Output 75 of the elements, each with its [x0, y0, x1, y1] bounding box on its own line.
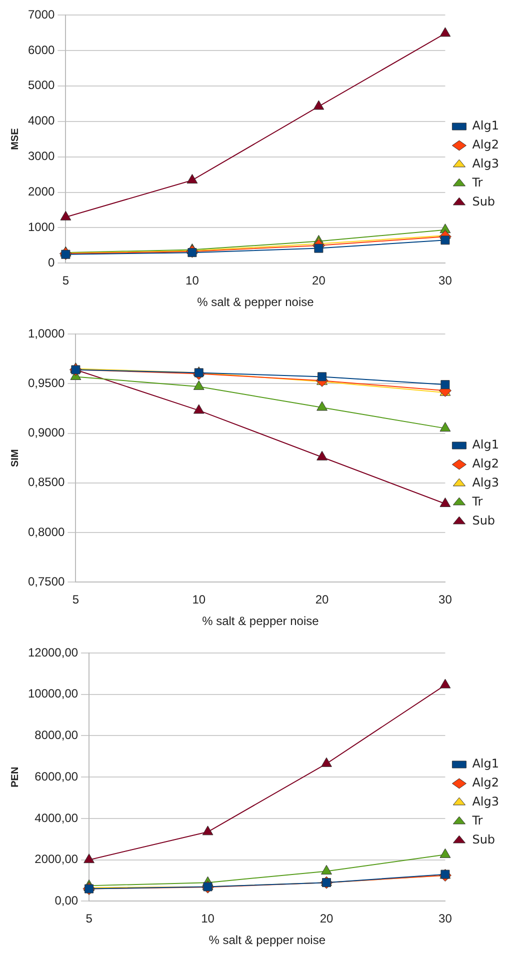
legend-label: Alg2: [472, 456, 499, 471]
x-tick-label: 5: [62, 274, 70, 288]
point: [440, 678, 451, 688]
y-tick-label: 0,8000: [28, 524, 66, 539]
legend-label: Tr: [471, 814, 483, 828]
y-tick-label: 2000,00: [34, 852, 78, 866]
point: [440, 498, 451, 508]
y-tick-label: 0: [48, 256, 56, 270]
y-tick-label: 0,00: [54, 894, 78, 908]
y-tick-label: 1000: [28, 220, 56, 234]
y-tick-label: 0,8500: [28, 475, 66, 490]
y-tick-label: 7000: [28, 7, 56, 22]
x-tick-label: 5: [72, 592, 80, 607]
y-tick-label: 8000,00: [34, 728, 78, 742]
y-tick-label: 0,7500: [28, 574, 66, 589]
x-tick-label: 10: [201, 912, 215, 926]
y-axis-title: MSE: [10, 128, 21, 150]
x-axis-title: % salt & pepper noise: [202, 614, 320, 628]
point: [188, 248, 197, 258]
x-tick-label: 5: [86, 912, 93, 926]
legend-label: Sub: [472, 194, 496, 209]
y-tick-label: 0,9500: [28, 376, 66, 390]
y-axis-title: SIM: [10, 449, 21, 467]
legend-label: Alg3: [472, 476, 499, 490]
y-tick-label: 1,0000: [28, 326, 66, 340]
legend-label: Tr: [471, 176, 483, 190]
legend-label: Alg1: [472, 756, 499, 771]
point: [193, 404, 204, 414]
legend-label: Sub: [472, 514, 496, 528]
legend-label: Alg2: [472, 138, 499, 152]
point: [321, 864, 332, 874]
x-tick-label: 10: [192, 592, 206, 607]
legend-label: Alg3: [472, 156, 499, 171]
point: [313, 100, 324, 110]
point: [316, 401, 328, 411]
point: [202, 826, 214, 836]
point: [440, 422, 451, 432]
x-tick-label: 20: [315, 592, 330, 607]
x-tick-label: 30: [438, 274, 452, 288]
legend-label: Alg2: [472, 776, 499, 790]
point: [84, 854, 94, 864]
point: [314, 244, 324, 253]
y-tick-label: 10000,00: [28, 686, 78, 701]
y-tick-label: 5000: [28, 78, 56, 92]
legend-label: Alg1: [472, 438, 499, 452]
legend-label: Sub: [472, 832, 496, 847]
y-tick-label: 4000: [28, 114, 56, 128]
point: [440, 27, 451, 37]
x-tick-label: 10: [186, 274, 200, 288]
point: [440, 380, 450, 390]
x-tick-label: 30: [438, 912, 452, 926]
legend-label: Tr: [471, 494, 483, 509]
y-tick-label: 2000: [28, 184, 56, 199]
point: [186, 174, 198, 184]
y-tick-label: 0,9000: [28, 426, 66, 440]
point: [318, 372, 327, 382]
legend-label: Alg1: [472, 118, 499, 133]
x-tick-label: 20: [312, 274, 326, 288]
y-tick-label: 12000,00: [28, 645, 78, 660]
point: [60, 210, 72, 220]
point: [193, 380, 204, 390]
y-tick-label: 6000: [28, 42, 56, 57]
point: [321, 757, 332, 767]
point: [316, 450, 328, 460]
y-axis-title: PEN: [10, 766, 21, 788]
y-tick-label: 4000,00: [34, 810, 78, 825]
x-axis-title: % salt & pepper noise: [197, 295, 314, 310]
x-tick-label: 30: [438, 592, 452, 607]
x-tick-label: 20: [320, 912, 334, 926]
point: [440, 848, 451, 858]
legend-label: Alg3: [472, 794, 499, 809]
x-axis-title: % salt & pepper noise: [208, 933, 326, 948]
point: [440, 236, 450, 245]
y-tick-label: 6000,00: [34, 769, 78, 784]
y-tick-label: 3000: [28, 149, 56, 164]
